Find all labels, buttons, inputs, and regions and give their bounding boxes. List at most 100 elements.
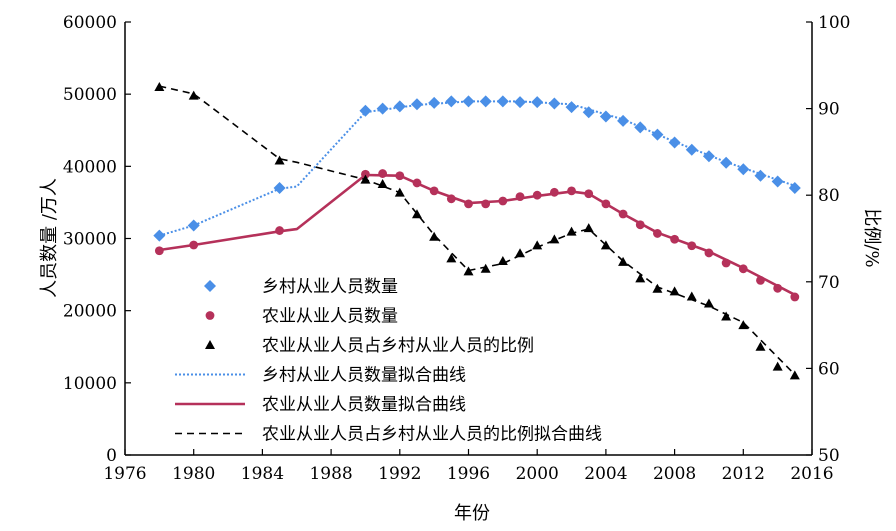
data-point-triangle-23 — [703, 298, 714, 308]
y-tick-label: 0 — [106, 446, 117, 466]
data-point-triangle-28 — [789, 370, 800, 380]
data-point-circle-26 — [756, 275, 765, 285]
data-point-triangle-5 — [394, 187, 405, 197]
data-point-triangle-7 — [429, 231, 440, 241]
legend-label-5: 农业从业人员占乡村从业人员的比例拟合曲线 — [262, 425, 602, 445]
data-point-triangle-25 — [738, 320, 749, 330]
data-point-diamond-18 — [617, 114, 630, 127]
data-point-circle-5 — [395, 171, 405, 181]
data-marks-layer — [153, 81, 801, 380]
data-point-diamond-4 — [376, 102, 389, 115]
x-tick-label: 1976 — [103, 464, 146, 484]
data-point-diamond-16 — [582, 106, 595, 119]
data-point-triangle-16 — [583, 223, 594, 233]
data-point-diamond-21 — [668, 136, 681, 149]
data-point-triangle-19 — [635, 273, 646, 283]
data-point-triangle-22 — [686, 291, 697, 301]
data-point-diamond-24 — [720, 156, 733, 169]
data-point-triangle-20 — [652, 283, 663, 293]
legend-label-0: 乡村从业人员数量 — [262, 277, 398, 297]
data-point-diamond-10 — [479, 95, 492, 108]
data-point-circle-21 — [670, 234, 679, 244]
data-point-circle-19 — [635, 220, 645, 230]
data-point-diamond-15 — [565, 101, 578, 114]
data-point-circle-0 — [154, 246, 164, 256]
y2-tick-label: 90 — [818, 100, 840, 120]
data-point-circle-4 — [378, 169, 388, 178]
x-tick-label: 1996 — [447, 464, 490, 484]
data-point-triangle-3 — [360, 174, 371, 184]
data-point-triangle-0 — [154, 81, 165, 91]
tick-layer: 1976 1980 1984 1988 1992 1996 2000 2004 2008 2012… — [63, 13, 851, 484]
x-tick-label: 2008 — [653, 464, 696, 484]
data-point-circle-1 — [189, 240, 199, 250]
data-point-diamond-9 — [462, 95, 475, 108]
legend-label-3: 乡村从业人员数量拟合曲线 — [262, 366, 466, 386]
data-point-diamond-13 — [531, 96, 544, 109]
data-point-circle-15 — [567, 186, 576, 196]
data-point-diamond-3 — [359, 104, 372, 117]
data-point-triangle-26 — [755, 341, 766, 351]
y2-tick-label: 50 — [818, 446, 840, 466]
data-point-circle-22 — [687, 241, 697, 251]
data-point-triangle-15 — [566, 226, 577, 236]
data-point-circle-3 — [361, 169, 370, 179]
data-point-circle-8 — [446, 194, 456, 204]
data-point-circle-13 — [532, 190, 542, 200]
data-point-circle-17 — [601, 199, 611, 209]
data-point-diamond-0 — [153, 229, 166, 242]
x-tick-label: 1992 — [378, 464, 421, 484]
data-point-diamond-7 — [428, 96, 441, 109]
data-point-triangle-11 — [497, 256, 508, 266]
data-point-diamond-20 — [651, 128, 664, 141]
data-point-diamond-1 — [187, 219, 200, 232]
data-point-triangle-4 — [377, 178, 388, 188]
data-point-triangle-8 — [446, 253, 457, 263]
x-tick-label: 2012 — [722, 464, 765, 484]
legend-label-2: 农业从业人员占乡村从业人员的比例 — [262, 336, 534, 356]
data-point-diamond-11 — [496, 95, 509, 108]
data-point-circle-2 — [275, 226, 284, 235]
data-point-triangle-27 — [772, 361, 783, 371]
x-tick-label: 2016 — [790, 464, 833, 484]
data-point-diamond-23 — [702, 150, 715, 163]
data-point-diamond-6 — [410, 98, 423, 111]
data-point-triangle-1 — [188, 90, 199, 100]
fit-lines-layer — [159, 85, 796, 376]
data-point-triangle-2 — [274, 155, 285, 165]
data-point-circle-20 — [653, 229, 662, 238]
data-point-triangle-14 — [549, 234, 560, 244]
data-point-diamond-12 — [514, 96, 527, 109]
data-point-triangle-6 — [411, 209, 422, 219]
data-point-circle-9 — [464, 199, 473, 209]
x-tick-label: 2004 — [584, 464, 627, 484]
legend-marker-0 — [204, 280, 216, 292]
data-point-circle-18 — [618, 209, 628, 219]
x-tick-label: 2000 — [516, 464, 559, 484]
y-axis-title: 人员数量 /万人 — [39, 178, 60, 298]
data-point-diamond-8 — [445, 95, 458, 108]
data-point-circle-14 — [549, 187, 559, 197]
data-point-triangle-17 — [600, 240, 611, 250]
fit-line-2 — [159, 85, 796, 376]
data-point-triangle-24 — [721, 311, 732, 321]
data-point-circle-16 — [584, 189, 594, 199]
y-tick-label: 60000 — [63, 13, 117, 33]
data-point-circle-11 — [498, 196, 508, 206]
y-tick-label: 30000 — [63, 230, 117, 250]
legend: 乡村从业人员数量农业从业人员数量农业从业人员占乡村从业人员的比例乡村从业人员数量… — [175, 277, 602, 445]
fit-line-0 — [159, 100, 796, 237]
data-point-circle-12 — [515, 192, 525, 202]
x-tick-label: 1984 — [241, 464, 284, 484]
data-point-diamond-19 — [634, 121, 647, 134]
data-point-circle-23 — [704, 248, 714, 258]
y2-tick-label: 60 — [818, 359, 840, 379]
data-point-triangle-21 — [669, 286, 680, 296]
data-point-diamond-27 — [771, 175, 784, 188]
data-point-triangle-13 — [532, 240, 543, 250]
fit-line-1 — [159, 173, 796, 296]
legend-label-4: 农业从业人员数量拟合曲线 — [262, 395, 466, 415]
data-point-circle-25 — [738, 264, 748, 274]
data-point-circle-27 — [773, 283, 783, 293]
